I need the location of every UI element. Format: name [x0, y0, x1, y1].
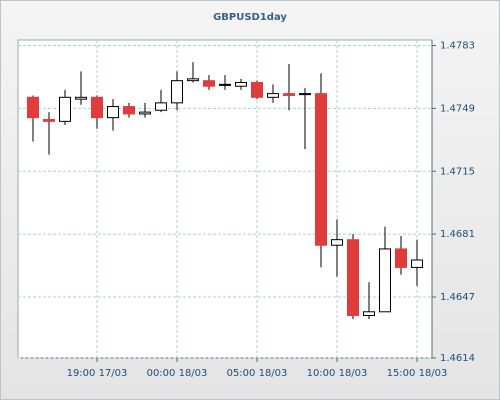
- candle-body: [235, 82, 247, 87]
- candle-body: [91, 96, 103, 119]
- candle-body: [283, 93, 295, 96]
- x-tick-label: 10:00 18/03: [307, 368, 368, 379]
- x-tick-label: 05:00 18/03: [227, 368, 288, 379]
- chart-title: GBPUSD1day: [213, 12, 287, 23]
- candle-body: [411, 259, 423, 268]
- candle-body: [315, 93, 327, 246]
- candle-body: [299, 93, 311, 96]
- candle-body: [331, 239, 343, 246]
- candle-body: [251, 82, 263, 98]
- candle-body: [187, 78, 199, 82]
- y-tick-label: 1.4749: [440, 103, 475, 114]
- candle-body: [363, 311, 375, 316]
- y-tick-label: 1.4614: [440, 353, 475, 364]
- candle-body: [347, 239, 359, 316]
- candle-body: [379, 248, 391, 313]
- candle-body: [107, 106, 119, 119]
- x-tick-label: 19:00 17/03: [67, 368, 128, 379]
- candle-body: [27, 96, 39, 119]
- y-tick-label: 1.4715: [440, 166, 475, 177]
- candle-body: [59, 96, 71, 122]
- candle-body: [267, 93, 279, 98]
- candle-body: [123, 106, 135, 115]
- candle-body: [395, 248, 407, 268]
- y-tick-label: 1.4783: [440, 41, 475, 52]
- candle-body: [139, 111, 151, 115]
- candle-body: [75, 96, 87, 100]
- candle-body: [43, 119, 55, 122]
- y-tick-label: 1.4647: [440, 292, 475, 303]
- x-tick-label: 00:00 18/03: [147, 368, 208, 379]
- candle-body: [219, 83, 231, 86]
- candle-body: [155, 102, 167, 111]
- plot-area: [17, 39, 433, 359]
- y-tick-label: 1.4681: [440, 229, 475, 240]
- candle-body: [203, 80, 215, 87]
- candle-body: [171, 80, 183, 104]
- x-tick-label: 15:00 18/03: [387, 368, 448, 379]
